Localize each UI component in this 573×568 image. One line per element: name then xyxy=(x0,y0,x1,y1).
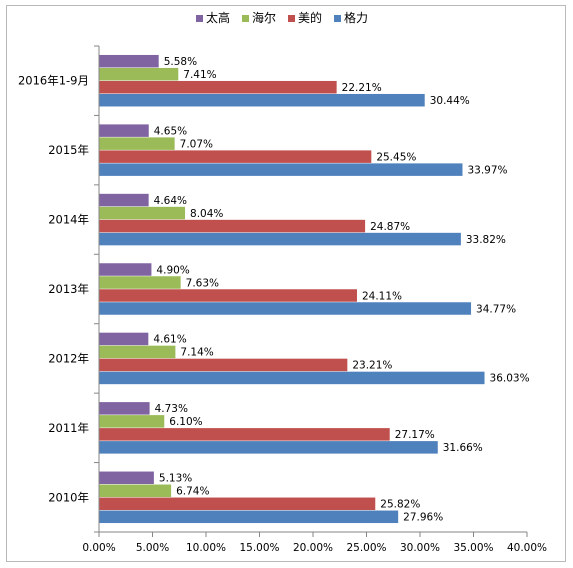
data-label-0: 4.90% xyxy=(156,264,189,276)
bar-1 xyxy=(99,206,186,220)
bar-0 xyxy=(99,124,149,137)
bar-0 xyxy=(99,193,149,207)
legend-swatch-2 xyxy=(288,15,295,22)
category-label: 2013年 xyxy=(48,282,89,296)
legend-swatch-0 xyxy=(196,15,203,22)
data-label-1: 8.04% xyxy=(190,208,223,220)
data-label-0: 5.58% xyxy=(164,56,197,68)
data-label-1: 6.10% xyxy=(169,416,202,428)
bar-1 xyxy=(99,415,165,428)
data-label-1: 7.41% xyxy=(183,69,216,81)
bar-2 xyxy=(99,289,357,302)
x-tick-label: 15.00% xyxy=(239,542,279,554)
bar-3 xyxy=(99,441,438,454)
legend-swatch-3 xyxy=(334,15,341,22)
data-label-2: 27.17% xyxy=(395,429,435,441)
bar-1 xyxy=(99,276,181,289)
x-tick-label: 30.00% xyxy=(400,542,440,554)
data-label-0: 4.73% xyxy=(155,403,188,415)
data-label-2: 24.87% xyxy=(370,221,410,233)
bar-3 xyxy=(99,510,399,524)
bar-0 xyxy=(99,263,152,276)
bar-1 xyxy=(99,67,179,81)
data-label-3: 33.82% xyxy=(466,234,506,246)
bar-2 xyxy=(99,150,372,163)
data-label-3: 36.03% xyxy=(490,373,530,385)
data-label-2: 25.82% xyxy=(380,499,420,511)
bar-3 xyxy=(99,232,461,246)
data-label-3: 34.77% xyxy=(476,303,516,315)
bar-2 xyxy=(99,497,376,511)
legend-label-0: 太高 xyxy=(206,10,230,25)
x-tick-label: 40.00% xyxy=(507,542,547,554)
category-label: 2015年 xyxy=(48,143,89,157)
x-tick-label: 25.00% xyxy=(346,542,386,554)
data-label-1: 7.63% xyxy=(186,277,219,289)
data-label-3: 33.97% xyxy=(467,164,507,176)
category-label: 2016年1-9月 xyxy=(18,74,89,88)
bar-1 xyxy=(99,345,176,359)
bar-0 xyxy=(99,471,154,485)
data-label-2: 24.11% xyxy=(362,290,402,302)
bar-3 xyxy=(99,302,472,315)
bar-0 xyxy=(99,54,159,68)
category-label: 2012年 xyxy=(48,351,89,365)
category-label: 2014年 xyxy=(48,213,89,227)
bar-3 xyxy=(99,93,425,107)
category-label: 2011年 xyxy=(48,421,89,435)
bar-2 xyxy=(99,80,337,94)
bar-2 xyxy=(99,358,348,372)
data-label-2: 22.21% xyxy=(342,82,382,94)
legend-swatch-1 xyxy=(242,15,249,22)
x-tick-label: 20.00% xyxy=(293,542,333,554)
data-label-3: 30.44% xyxy=(430,95,470,107)
bar-3 xyxy=(99,371,485,385)
bar-1 xyxy=(99,137,175,150)
category-label: 2010年 xyxy=(48,490,89,504)
x-tick-label: 35.00% xyxy=(453,542,493,554)
data-label-1: 7.07% xyxy=(180,138,213,150)
x-tick-label: 10.00% xyxy=(186,542,226,554)
bar-0 xyxy=(99,332,149,346)
data-label-0: 4.65% xyxy=(154,125,187,137)
x-tick-label: 0.00% xyxy=(82,542,115,554)
bar-1 xyxy=(99,484,172,498)
data-label-1: 6.74% xyxy=(176,486,209,498)
data-label-0: 4.64% xyxy=(154,195,187,207)
data-label-3: 31.66% xyxy=(443,442,483,454)
data-label-2: 25.45% xyxy=(376,151,416,163)
data-label-1: 7.14% xyxy=(180,347,213,359)
data-label-0: 5.13% xyxy=(159,473,192,485)
data-label-2: 23.21% xyxy=(352,360,392,372)
data-label-0: 4.61% xyxy=(153,334,186,346)
bar-2 xyxy=(99,219,366,233)
legend-label-1: 海尔 xyxy=(252,10,276,25)
legend-label-3: 格力 xyxy=(344,10,368,25)
data-label-3: 27.96% xyxy=(403,512,443,524)
bar-0 xyxy=(99,402,150,415)
legend-label-2: 美的 xyxy=(298,10,322,25)
bar-2 xyxy=(99,428,390,441)
x-tick-label: 5.00% xyxy=(136,542,169,554)
bar-3 xyxy=(99,163,463,176)
